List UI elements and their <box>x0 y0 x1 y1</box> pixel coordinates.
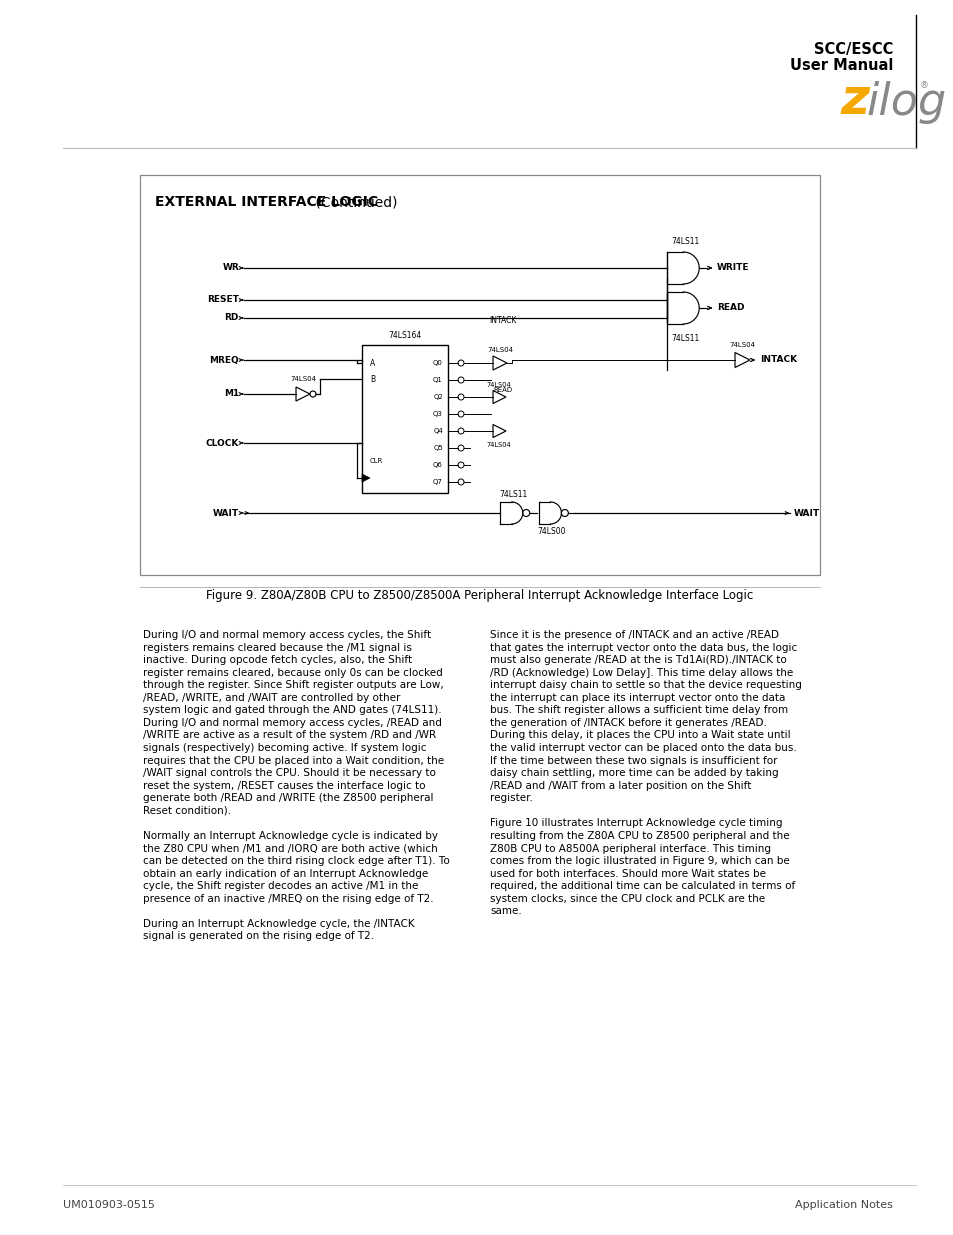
Text: (Continued): (Continued) <box>311 195 397 209</box>
Text: A: A <box>370 358 375 368</box>
Text: 74LS04: 74LS04 <box>486 382 511 388</box>
Text: RESET: RESET <box>207 295 239 305</box>
Text: MREQ: MREQ <box>209 356 239 364</box>
Text: Figure 9. Z80A/Z80B CPU to Z8500/Z8500A Peripheral Interrupt Acknowledge Interfa: Figure 9. Z80A/Z80B CPU to Z8500/Z8500A … <box>206 589 753 603</box>
Text: INTACK: INTACK <box>760 356 797 364</box>
Bar <box>140 175 820 576</box>
Text: READ: READ <box>717 304 744 312</box>
Text: Q6: Q6 <box>433 462 442 468</box>
Text: 74LS04: 74LS04 <box>290 375 315 382</box>
Polygon shape <box>361 474 370 482</box>
Text: 74LS04: 74LS04 <box>486 347 513 353</box>
Text: Q1: Q1 <box>433 377 442 383</box>
Text: B: B <box>370 374 375 384</box>
Text: Since it is the presence of /INTACK and an active /READ
that gates the interrupt: Since it is the presence of /INTACK and … <box>490 630 801 916</box>
Text: RD: RD <box>224 314 239 322</box>
Text: WR: WR <box>222 263 239 273</box>
Text: Q7: Q7 <box>433 479 442 485</box>
Text: INTACK: INTACK <box>489 316 517 325</box>
Text: 74LS00: 74LS00 <box>537 527 565 536</box>
Text: Q5: Q5 <box>433 445 442 451</box>
Text: 74LS11: 74LS11 <box>498 490 527 499</box>
Text: 74LS164: 74LS164 <box>388 331 421 340</box>
Text: Application Notes: Application Notes <box>794 1200 892 1210</box>
Text: 74LS11: 74LS11 <box>670 333 699 343</box>
Text: Q3: Q3 <box>433 411 442 417</box>
Text: User Manual: User Manual <box>789 58 892 73</box>
Text: SCC/ESCC: SCC/ESCC <box>813 42 892 57</box>
Text: M1: M1 <box>224 389 239 399</box>
Text: ®: ® <box>919 82 928 90</box>
Text: CLOCK: CLOCK <box>206 438 239 447</box>
Text: 74LS11: 74LS11 <box>670 237 699 246</box>
Text: WAIT: WAIT <box>793 509 820 517</box>
Text: Q4: Q4 <box>433 429 442 433</box>
Text: EXTERNAL INTERFACE LOGIC: EXTERNAL INTERFACE LOGIC <box>154 195 377 209</box>
Text: ilog: ilog <box>865 80 945 124</box>
Text: Q2: Q2 <box>433 394 442 400</box>
Text: WRITE: WRITE <box>717 263 749 273</box>
Text: During I/O and normal memory access cycles, the Shift
registers remains cleared : During I/O and normal memory access cycl… <box>143 630 449 941</box>
Text: UM010903-0515: UM010903-0515 <box>63 1200 154 1210</box>
Text: 74LS04: 74LS04 <box>486 442 511 448</box>
Text: 74LS04: 74LS04 <box>728 342 754 348</box>
Text: Q0: Q0 <box>433 359 442 366</box>
Bar <box>361 345 448 493</box>
Text: READ: READ <box>493 387 512 393</box>
Text: CLR: CLR <box>370 458 383 464</box>
Text: z: z <box>840 77 868 124</box>
Text: WAIT: WAIT <box>213 509 239 517</box>
